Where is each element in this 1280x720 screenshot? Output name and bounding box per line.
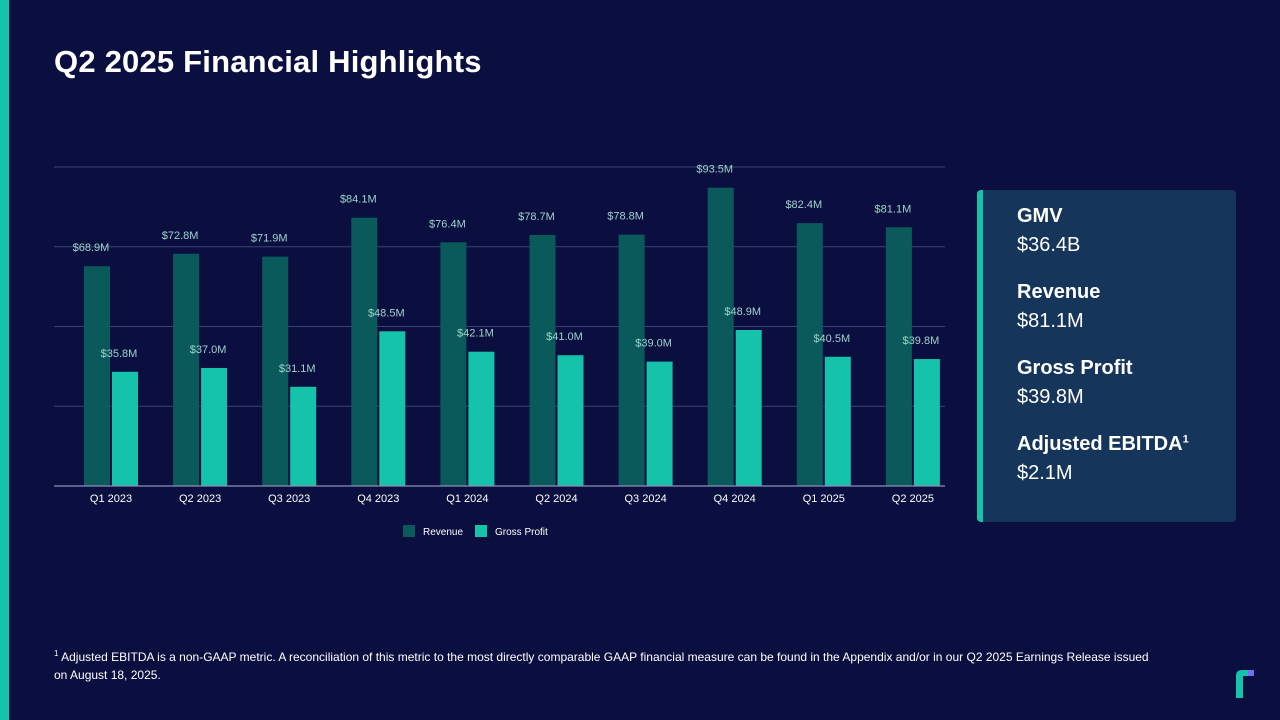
gross-profit-bar xyxy=(290,386,317,486)
card-accent-bar xyxy=(977,190,983,522)
gross-profit-data-label: $37.0M xyxy=(190,344,227,356)
revenue-bar xyxy=(885,227,912,486)
revenue-data-label: $76.4M xyxy=(429,218,466,230)
gross-profit-bar xyxy=(557,355,584,486)
legend-label-revenue: Revenue xyxy=(423,527,463,538)
revenue-bar xyxy=(440,242,467,486)
footnote-marker: 1 xyxy=(54,649,59,658)
x-tick-label: Q2 2025 xyxy=(892,493,934,505)
revenue-bar xyxy=(351,217,378,486)
gross-profit-data-label: $41.0M xyxy=(546,331,583,343)
revenue-gross-profit-bar-chart: $68.9M $35.8M Q1 2023 $72.8M $37.0M Q2 2023 $7… xyxy=(54,164,945,538)
x-tick-label: Q4 2023 xyxy=(357,493,399,505)
revenue-bar xyxy=(84,266,110,486)
x-tick-label: Q1 2025 xyxy=(803,493,845,505)
revenue-data-label: $68.9M xyxy=(73,242,110,254)
revenue-data-label: $82.4M xyxy=(785,199,822,211)
x-tick-label: Q4 2024 xyxy=(714,493,756,505)
revenue-bar xyxy=(796,223,823,487)
legend-label-gross-profit: Gross Profit xyxy=(495,527,548,538)
gross-profit-bar xyxy=(379,331,406,486)
metric-label: Gross Profit xyxy=(1017,357,1133,379)
gross-profit-data-label: $48.9M xyxy=(724,306,761,318)
revenue-data-label: $78.7M xyxy=(518,211,555,223)
x-tick-label: Q1 2023 xyxy=(90,493,132,505)
revenue-data-label: $71.9M xyxy=(251,233,288,245)
gross-profit-bar xyxy=(824,356,851,486)
revenue-data-label: $78.8M xyxy=(607,211,644,223)
gross-profit-bar xyxy=(201,367,228,486)
revenue-data-label: $93.5M xyxy=(696,164,733,176)
gross-profit-bar xyxy=(646,361,673,486)
revenue-data-label: $84.1M xyxy=(340,194,377,206)
revenue-bar xyxy=(529,234,556,486)
gross-profit-data-label: $42.1M xyxy=(457,328,494,340)
highlights-card: GMV $36.4B Revenue $81.1M Gross Profit $… xyxy=(977,190,1236,522)
page-title: Q2 2025 Financial Highlights xyxy=(54,44,482,79)
metric-adjusted-ebitda: Adjusted EBITDA1 $2.1M xyxy=(1017,432,1189,486)
metric-value: $36.4B xyxy=(1017,234,1081,256)
metric-value: $81.1M xyxy=(1017,310,1084,332)
gross-profit-bar xyxy=(112,371,138,486)
gross-profit-data-label: $40.5M xyxy=(813,333,850,345)
footnote-marker: 1 xyxy=(1182,433,1189,446)
x-tick-label: Q2 2024 xyxy=(535,493,577,505)
metric-label: GMV xyxy=(1017,205,1063,227)
footnote: 1 Adjusted EBITDA is a non-GAAP metric. … xyxy=(54,648,1164,684)
gross-profit-bar xyxy=(735,330,762,486)
x-tick-label: Q1 2024 xyxy=(446,493,488,505)
metric-label: Adjusted EBITDA1 xyxy=(1017,433,1189,455)
gross-profit-data-label: $39.0M xyxy=(635,338,672,350)
gross-profit-data-label: $31.1M xyxy=(279,363,316,375)
gross-profit-bar xyxy=(913,359,940,486)
metric-gmv: GMV $36.4B xyxy=(1017,204,1080,258)
metric-value: $39.8M xyxy=(1017,386,1084,408)
revenue-bar xyxy=(707,187,734,487)
revenue-data-label: $72.8M xyxy=(162,230,199,242)
revenue-bar xyxy=(262,256,289,486)
metric-gross-profit: Gross Profit $39.8M xyxy=(1017,356,1133,410)
company-logo-icon xyxy=(1236,670,1254,698)
metric-label: Revenue xyxy=(1017,281,1101,303)
footnote-text: Adjusted EBITDA is a non-GAAP metric. A … xyxy=(54,650,1149,682)
revenue-data-label: $81.1M xyxy=(875,203,912,215)
legend-swatch-revenue xyxy=(403,525,415,537)
legend-swatch-gross-profit xyxy=(475,525,487,537)
gross-profit-data-label: $35.8M xyxy=(101,348,138,360)
x-tick-label: Q3 2024 xyxy=(624,493,666,505)
revenue-bar xyxy=(173,253,200,486)
x-tick-label: Q2 2023 xyxy=(179,493,221,505)
x-tick-label: Q3 2023 xyxy=(268,493,310,505)
gross-profit-bar xyxy=(468,351,495,486)
gross-profit-data-label: $39.8M xyxy=(903,335,940,347)
left-accent-bar xyxy=(0,0,9,720)
revenue-bar xyxy=(618,234,645,486)
metric-revenue: Revenue $81.1M xyxy=(1017,280,1100,334)
gross-profit-data-label: $48.5M xyxy=(368,307,405,319)
metric-value: $2.1M xyxy=(1017,462,1073,484)
